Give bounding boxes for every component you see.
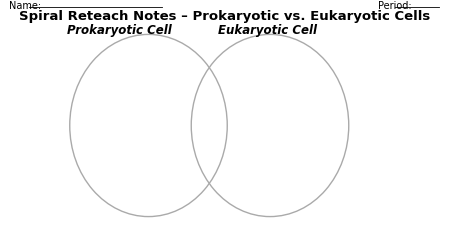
Text: Eukaryotic Cell: Eukaryotic Cell: [218, 24, 317, 37]
Text: Name:: Name:: [9, 1, 41, 11]
Text: Prokaryotic Cell: Prokaryotic Cell: [67, 24, 171, 37]
Text: Spiral Reteach Notes – Prokaryotic vs. Eukaryotic Cells: Spiral Reteach Notes – Prokaryotic vs. E…: [19, 10, 431, 23]
Text: Period:: Period:: [378, 1, 412, 11]
